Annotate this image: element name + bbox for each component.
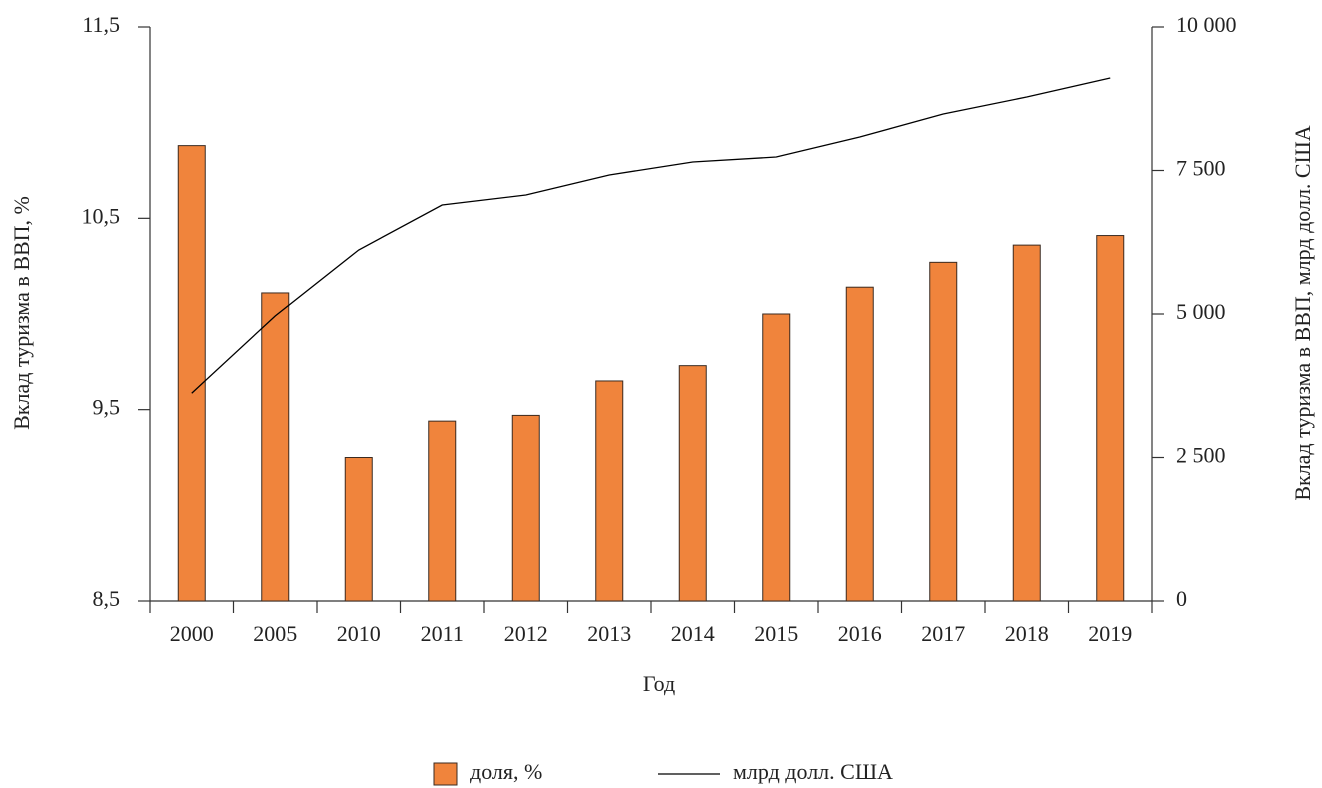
y-tick-label: 11,5 xyxy=(82,12,120,37)
bar xyxy=(344,457,373,602)
legend-swatch xyxy=(433,762,458,786)
y-axis-label: Вклад туризма в ВВП, % xyxy=(9,196,34,430)
x-tick-label: 2017 xyxy=(921,621,965,646)
y2-tick-label: 2 500 xyxy=(1176,443,1226,468)
bar xyxy=(595,380,624,602)
y2-tick-label: 0 xyxy=(1176,586,1187,611)
bar xyxy=(1012,244,1041,602)
bar xyxy=(261,292,290,602)
x-tick-label: 2005 xyxy=(253,621,297,646)
y2-tick-label: 7 500 xyxy=(1176,156,1226,181)
x-axis-label: Год xyxy=(643,671,675,696)
x-tick-label: 2010 xyxy=(337,621,381,646)
x-tick-label: 2019 xyxy=(1088,621,1132,646)
x-tick-label: 2016 xyxy=(838,621,882,646)
bar xyxy=(845,286,874,602)
legend-label: млрд долл. США xyxy=(733,759,893,784)
bar xyxy=(511,414,540,602)
line xyxy=(191,77,1111,394)
x-tick-label: 2012 xyxy=(504,621,548,646)
bar xyxy=(1096,235,1125,602)
x-tick-label: 2018 xyxy=(1005,621,1049,646)
y-tick-label: 9,5 xyxy=(93,395,121,420)
bar xyxy=(428,420,457,602)
y2-tick-label: 10 000 xyxy=(1176,12,1237,37)
x-tick-label: 2011 xyxy=(421,621,464,646)
bar xyxy=(929,261,958,602)
bar xyxy=(678,365,707,602)
y2-tick-label: 5 000 xyxy=(1176,299,1226,324)
y-tick-label: 10,5 xyxy=(82,203,121,228)
x-tick-label: 2000 xyxy=(170,621,214,646)
legend-label: доля, % xyxy=(470,759,542,784)
bar xyxy=(762,313,791,602)
bar xyxy=(177,145,206,602)
y2-axis-label: Вклад туризма в ВВП, млрд долл. США xyxy=(1290,125,1315,500)
y-tick-label: 8,5 xyxy=(93,586,121,611)
x-tick-label: 2014 xyxy=(671,621,715,646)
x-tick-label: 2015 xyxy=(754,621,798,646)
x-tick-label: 2013 xyxy=(587,621,631,646)
